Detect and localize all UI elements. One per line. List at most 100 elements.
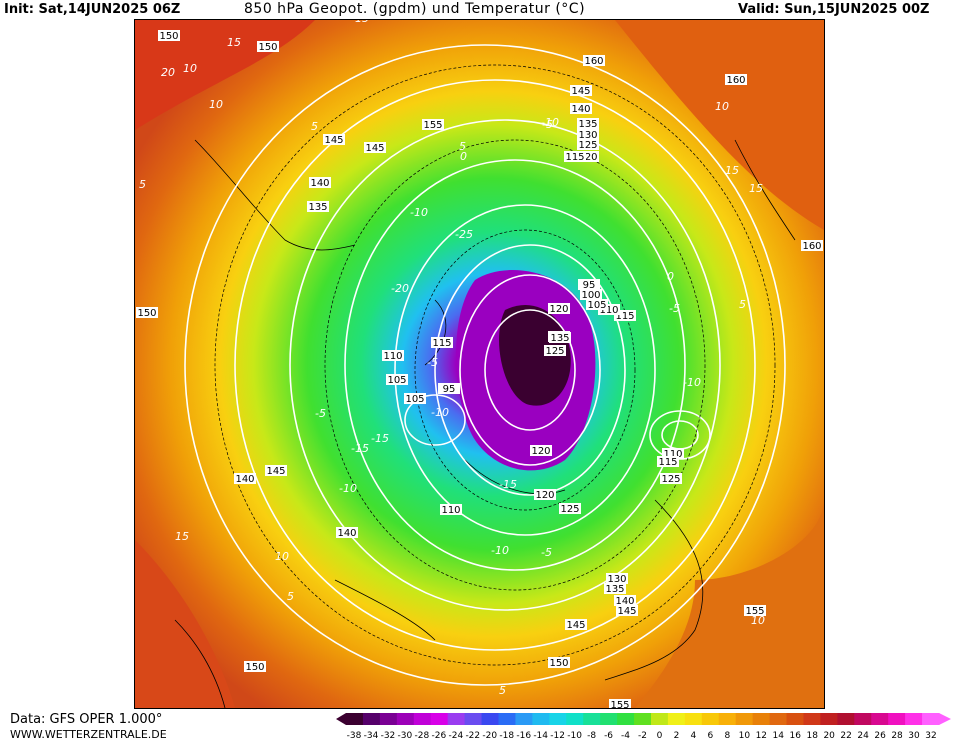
svg-text:100: 100 bbox=[581, 290, 600, 301]
temperature-colorbar: -38 -34 -32 -30 -28 -26 -24 -22 -20 -18 -16 -14 -12-… bbox=[336, 713, 951, 741]
svg-text:145: 145 bbox=[266, 466, 285, 477]
temperature-contour-label: 20 bbox=[161, 66, 175, 79]
height-contour-label: 120 bbox=[577, 151, 599, 163]
colorbar-cell bbox=[634, 713, 652, 725]
warm-region-se bbox=[635, 500, 824, 708]
svg-text:135: 135 bbox=[578, 119, 597, 130]
height-contour-label: 110 bbox=[598, 304, 620, 316]
temperature-contour-label: -5 bbox=[669, 302, 680, 315]
temperature-contour-label: 15 bbox=[175, 530, 189, 543]
height-contour-label: 160 bbox=[583, 55, 605, 67]
temperature-contour-label: 5 bbox=[499, 684, 506, 697]
colorbar-cell bbox=[498, 713, 516, 725]
height-contour-label: 155 bbox=[609, 699, 631, 708]
colorbar-cell bbox=[396, 713, 415, 725]
warm-region-sw bbox=[135, 540, 235, 708]
colorbar-tick-label: -22 bbox=[465, 731, 480, 741]
svg-text:145: 145 bbox=[617, 606, 636, 617]
colorbar-tick-label: 2 bbox=[674, 731, 680, 741]
svg-text:150: 150 bbox=[159, 31, 178, 42]
colorbar-tick-label: -34 bbox=[364, 731, 379, 741]
height-contour-label: 155 bbox=[422, 119, 444, 131]
height-contour-label: 105 bbox=[586, 299, 608, 311]
colorbar-cell bbox=[379, 713, 398, 725]
colorbar-arrow-right bbox=[939, 713, 951, 725]
init-time-label: Init: Sat,14JUN2025 06Z bbox=[4, 2, 181, 17]
colorbar-tick-label: -20 bbox=[482, 731, 497, 741]
colorbar-tick-label: -10 bbox=[567, 731, 582, 741]
colorbar-tick-label: 4 bbox=[691, 731, 697, 741]
temperature-contour-label: -15 bbox=[499, 478, 517, 491]
colorbar-cell bbox=[769, 713, 788, 725]
colorbar-tick-label: 24 bbox=[857, 731, 869, 741]
colorbar-tick-label: 20 bbox=[823, 731, 835, 741]
colorbar-cell bbox=[447, 713, 466, 725]
height-contour-label: 125 bbox=[544, 345, 566, 357]
svg-text:125: 125 bbox=[560, 504, 579, 515]
weather-map-canvas: 1501601501451401351301251201551451451401… bbox=[135, 20, 824, 708]
temperature-contour-label: 10 bbox=[751, 614, 765, 627]
height-contour-label: 140 bbox=[309, 177, 331, 189]
svg-text:120: 120 bbox=[578, 152, 597, 163]
height-labels: 1501601501451401351301251201551451451401… bbox=[136, 30, 823, 708]
colorbar-cell bbox=[667, 713, 686, 725]
colorbar-tick-label: 26 bbox=[874, 731, 886, 741]
height-contour-label: 135 bbox=[549, 332, 571, 344]
height-contour-label: 140 bbox=[234, 473, 256, 485]
colorbar-cell bbox=[854, 713, 872, 725]
height-contour-label: 110 bbox=[382, 350, 404, 362]
colorbar-cell bbox=[871, 713, 889, 725]
temperature-contour-label: 10 bbox=[275, 550, 289, 563]
colorbar-tick-label: 0 bbox=[657, 731, 663, 741]
colorbar-cell bbox=[600, 713, 618, 725]
height-contour-label: 115 bbox=[431, 337, 453, 349]
temperature-contour-label: 10 bbox=[209, 98, 223, 111]
colorbar-cell bbox=[905, 713, 923, 725]
colorbar-tick-label: -16 bbox=[516, 731, 531, 741]
weather-map: 150 160 150 145 140 135 130 125 120 155 145 145 140 1… bbox=[134, 19, 825, 709]
colorbar-cell bbox=[515, 713, 533, 725]
height-contour-label: 120 bbox=[548, 303, 570, 315]
svg-text:160: 160 bbox=[726, 75, 745, 86]
colorbar-tick-label: -18 bbox=[499, 731, 514, 741]
svg-text:115: 115 bbox=[658, 457, 677, 468]
height-contour-label: 150 bbox=[136, 307, 158, 319]
height-contour-label: 145 bbox=[323, 134, 345, 146]
svg-text:120: 120 bbox=[531, 446, 550, 457]
height-contour-label: 145 bbox=[570, 85, 592, 97]
colorbar-tick-label: 28 bbox=[891, 731, 903, 741]
height-contour-label: 135 bbox=[307, 201, 329, 213]
colorbar-cell bbox=[464, 713, 483, 725]
svg-text:130: 130 bbox=[607, 574, 626, 585]
svg-text:150: 150 bbox=[258, 42, 277, 53]
height-contour-label: 135 bbox=[577, 118, 599, 130]
colorbar-tick-label: 12 bbox=[756, 731, 767, 741]
coastlines bbox=[174, 139, 796, 708]
svg-text:160: 160 bbox=[802, 241, 821, 252]
temperature-contour-label: 5 bbox=[311, 120, 318, 133]
colorbar-cell bbox=[413, 713, 432, 725]
colorbar-cell bbox=[803, 713, 821, 725]
colorbar-cell bbox=[566, 713, 584, 725]
colorbar-tick-label: -6 bbox=[604, 731, 613, 741]
website-label: WWW.WETTERZENTRALE.DE bbox=[10, 728, 167, 741]
colorbar-cell bbox=[922, 713, 940, 725]
height-contour-label: 150 bbox=[548, 657, 570, 669]
svg-text:140: 140 bbox=[310, 178, 329, 189]
height-contour-label: 105 bbox=[386, 374, 408, 386]
temperature-contour-label: 10 bbox=[715, 100, 729, 113]
height-contour-label: 145 bbox=[364, 142, 386, 154]
colorbar-cell bbox=[481, 713, 499, 725]
colorbar-tick-label: -12 bbox=[550, 731, 565, 741]
height-contour-label: 110 bbox=[440, 504, 462, 516]
height-contour-label: 130 bbox=[606, 573, 628, 585]
svg-text:135: 135 bbox=[308, 202, 327, 213]
data-source-label: Data: GFS OPER 1.000° bbox=[10, 712, 163, 727]
colorbar-tick-label: -24 bbox=[448, 731, 463, 741]
svg-text:125: 125 bbox=[661, 474, 680, 485]
height-contour-label: 130 bbox=[577, 129, 599, 141]
colorbar-tick-label: 16 bbox=[790, 731, 802, 741]
svg-text:115: 115 bbox=[615, 311, 634, 322]
height-contour-label: 105 bbox=[404, 393, 426, 405]
height-contour-label: 125 bbox=[660, 473, 682, 485]
